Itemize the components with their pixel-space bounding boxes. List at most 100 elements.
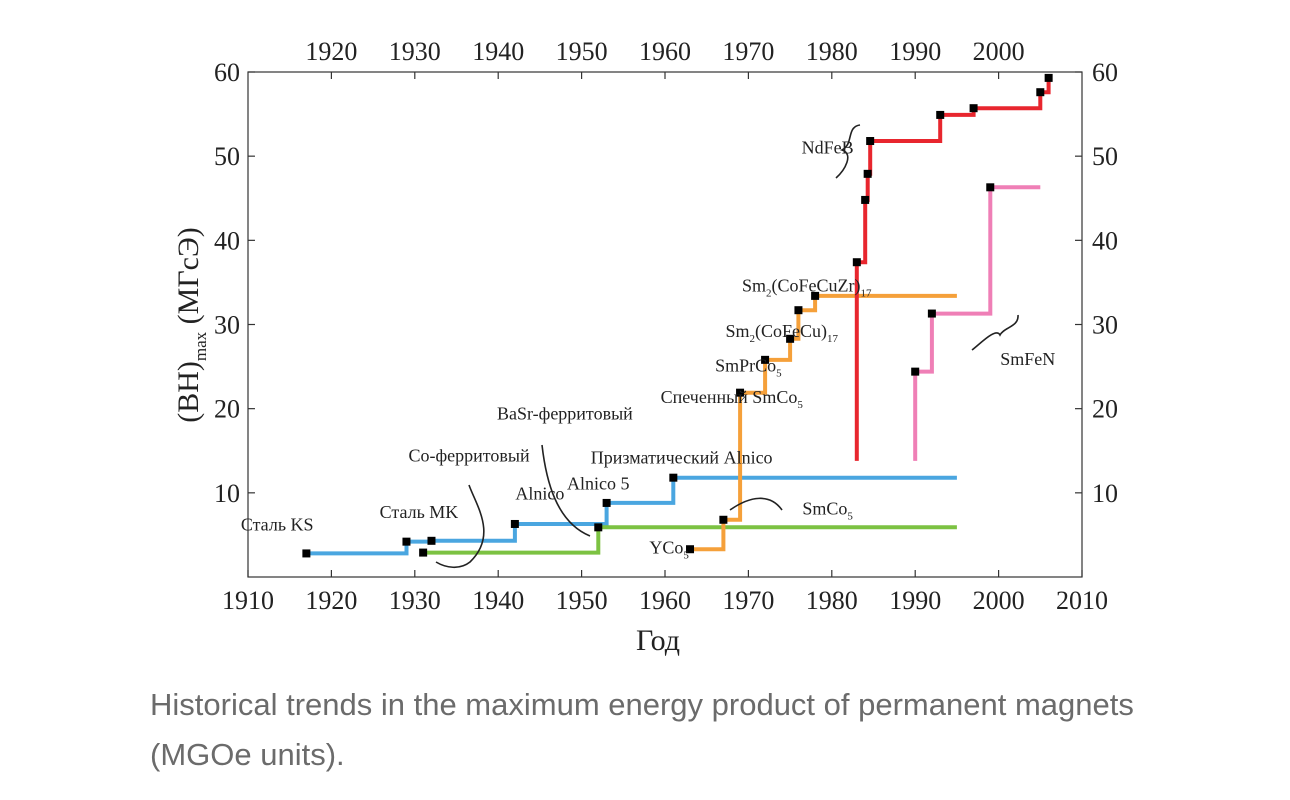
annotation-steel-mk: Сталь MK: [380, 502, 459, 522]
x-tick-label-top: 1960: [639, 37, 691, 66]
annotation-ndfeb: NdFeB: [802, 138, 854, 158]
x-tick-label-bottom: 1990: [889, 586, 941, 615]
data-point-marker: [1036, 88, 1045, 97]
x-tick-label-bottom: 2000: [973, 586, 1025, 615]
y-axis-title-main: (BH): [172, 361, 205, 423]
data-point-marker: [911, 367, 920, 376]
x-tick-label-top: 1940: [472, 37, 524, 66]
annotation-sm2-cofecuzr-17: Sm2(CoFeCuZr)17: [742, 276, 872, 300]
series-line-1: [423, 525, 957, 555]
data-point-marker: [786, 334, 795, 343]
annotation-text: SmFeN: [1000, 349, 1055, 369]
annotation-text: SmPrCo: [715, 356, 776, 376]
annotation-text: Co-ферритовый: [408, 446, 530, 466]
y-tick-label-right: 20: [1092, 395, 1118, 424]
data-point-marker: [402, 537, 411, 546]
annotation-text: NdFeB: [802, 138, 854, 158]
data-point-marker: [719, 515, 728, 524]
annotation-text: SmCo: [802, 499, 847, 519]
x-tick-label-bottom: 2010: [1056, 586, 1108, 615]
data-point-marker: [852, 258, 861, 267]
x-tick-label-top: 1930: [389, 37, 441, 66]
annotation-subscript: 5: [683, 549, 689, 561]
annotation-subscript: 5: [776, 368, 782, 380]
data-point-marker: [686, 545, 695, 554]
series-line-4: [913, 185, 1041, 461]
ndfeb-brace: [835, 124, 861, 179]
data-point-marker: [419, 548, 428, 557]
annotation-text: YCo: [649, 537, 683, 557]
annotation-text-after: (CoFeCuZr): [772, 276, 861, 297]
y-tick-label-left: 60: [214, 58, 240, 87]
figure-caption: Historical trends in the maximum energy …: [150, 687, 1134, 772]
y-tick-label-right: 60: [1092, 58, 1118, 87]
y-tick-label-left: 10: [214, 479, 240, 508]
x-tick-label-bottom: 1970: [722, 586, 774, 615]
annotation-subscript: 5: [847, 511, 853, 523]
annotation-text: Сталь KS: [241, 515, 314, 535]
annotations: Сталь KS Сталь MK Alnico Co-ферритовый BaSr-…: [241, 138, 1055, 562]
x-tick-label-top: 1970: [722, 37, 774, 66]
annotation-leaders: [435, 124, 1019, 569]
y-tick-label-left: 30: [214, 311, 240, 340]
x-tick-label-top: 1980: [806, 37, 858, 66]
annotation-smco5: SmCo5: [802, 499, 853, 523]
annotation-text: Sm: [726, 321, 750, 341]
series-line-3: [854, 77, 1051, 461]
smco5-leader: [729, 497, 783, 511]
data-point-marker: [761, 355, 770, 364]
data-point-marker: [794, 306, 803, 315]
y-tick-label-left: 40: [214, 226, 240, 255]
annotation-smfen: SmFeN: [1000, 349, 1055, 369]
data-point-marker: [669, 473, 678, 482]
annotation-sm2-cofecu-17: Sm2(CoFeCu)17: [726, 321, 839, 345]
x-tick-label-top: 2000: [973, 37, 1025, 66]
x-tick-label-bottom: 1920: [305, 586, 357, 615]
data-point-marker: [811, 291, 820, 300]
data-point-marker: [427, 536, 436, 545]
y-tick-label-right: 10: [1092, 479, 1118, 508]
data-point-marker: [936, 110, 945, 119]
x-tick-label-top: 1990: [889, 37, 941, 66]
annotation-basr-ferrite: BaSr-ферритовый: [497, 404, 633, 424]
x-tick-label-bottom: 1910: [222, 586, 274, 615]
x-axis-title: Год: [636, 624, 680, 657]
annotation-sintered-smco5: Спеченный SmCo5: [661, 387, 804, 411]
annotation-subscript-2: 17: [827, 333, 839, 345]
annotation-prismatic-alnico: Призматический Alnico: [591, 447, 773, 467]
data-series: [302, 73, 1053, 558]
y-tick-label-right: 50: [1092, 142, 1118, 171]
annotation-yco5: YCo5: [649, 537, 689, 561]
annotation-text: Спеченный SmCo: [661, 387, 798, 407]
data-point-marker: [736, 388, 745, 397]
x-tick-label-bottom: 1930: [389, 586, 441, 615]
smfen-brace: [971, 314, 1019, 351]
annotation-text: Призматический Alnico: [591, 447, 773, 467]
annotation-text-after: (CoFeCu): [755, 321, 827, 342]
annotation-subscript-2: 17: [861, 288, 873, 300]
co-ferrite-leader: [435, 484, 485, 569]
x-tick-label-top: 1950: [556, 37, 608, 66]
data-point-marker: [861, 195, 870, 204]
y-axis-title-unit: (МГсЭ): [172, 227, 205, 332]
annotation-subscript: 5: [797, 399, 803, 411]
annotation-text: Alnico: [515, 484, 564, 504]
data-point-marker: [986, 183, 995, 192]
data-point-marker: [866, 137, 875, 146]
annotation-alnico-5: Alnico 5: [567, 473, 630, 493]
annotation-alnico: Alnico: [515, 484, 564, 504]
annotation-subscript: 2: [766, 288, 772, 300]
y-tick-label-right: 40: [1092, 226, 1118, 255]
y-axis-title: (BH)max (МГсЭ): [172, 227, 210, 423]
annotation-smprco5: SmPrCo5: [715, 356, 782, 380]
x-tick-label-bottom: 1940: [472, 586, 524, 615]
x-tick-label-bottom: 1950: [556, 586, 608, 615]
annotation-text: Sm: [742, 276, 766, 296]
y-axis-title-sub: max: [191, 331, 210, 361]
annotation-text: Alnico 5: [567, 473, 630, 493]
data-point-marker: [1044, 73, 1053, 82]
axis-ticks: 1910 1920 1930 1940 1950 1960 1970 1980 1990 2000…: [214, 37, 1118, 615]
annotation-steel-ks: Сталь KS: [241, 515, 314, 535]
data-point-marker: [602, 498, 611, 507]
data-point-marker: [969, 104, 978, 113]
